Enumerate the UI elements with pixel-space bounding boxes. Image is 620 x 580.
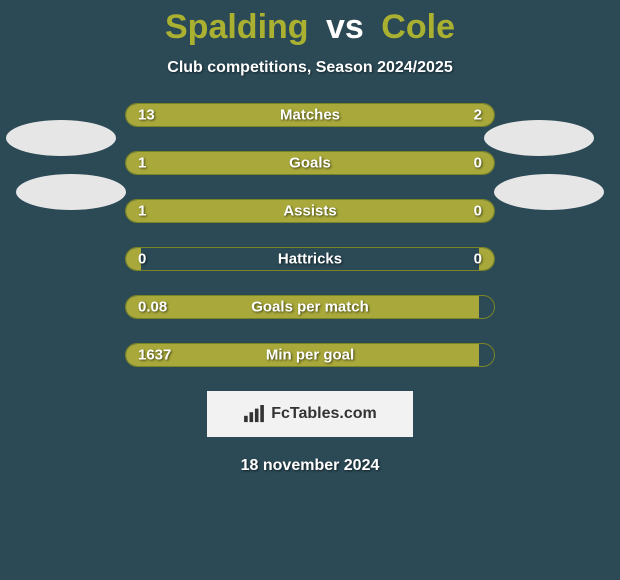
stat-row: 1 0 Goals [125, 151, 495, 175]
stat-value-right: 0 [474, 203, 482, 220]
subtitle: Club competitions, Season 2024/2025 [167, 59, 452, 77]
date: 18 november 2024 [241, 457, 380, 475]
brand-badge: FcTables.com [207, 391, 413, 437]
brand-text: FcTables.com [271, 405, 377, 423]
bar-left [126, 104, 413, 126]
stat-row: 0.08 Goals per match [125, 295, 495, 319]
stat-label: Hattricks [278, 251, 342, 268]
stat-value-left: 1 [138, 203, 146, 220]
stat-label: Matches [280, 107, 340, 124]
stat-value-right: 2 [474, 107, 482, 124]
stats-area: 13 2 Matches 1 0 Goals 1 0 Assists 0 0 Hattricks 0.0… [0, 103, 620, 367]
player2-name: Cole [381, 8, 455, 46]
stat-row: 1 0 Assists [125, 199, 495, 223]
comparison-title: Spalding vs Cole [165, 8, 455, 47]
stat-label: Assists [283, 203, 336, 220]
player1-name: Spalding [165, 8, 309, 46]
vs-text: vs [326, 8, 364, 46]
stat-label: Goals per match [251, 299, 369, 316]
stat-row: 13 2 Matches [125, 103, 495, 127]
stat-value-left: 13 [138, 107, 155, 124]
stat-value-right: 0 [474, 155, 482, 172]
stat-label: Goals [289, 155, 331, 172]
stat-label: Min per goal [266, 347, 354, 364]
stat-value-left: 0 [138, 251, 146, 268]
stat-value-left: 1637 [138, 347, 171, 364]
stat-value-left: 0.08 [138, 299, 167, 316]
stat-value-right: 0 [474, 251, 482, 268]
stat-row: 1637 Min per goal [125, 343, 495, 367]
stat-row: 0 0 Hattricks [125, 247, 495, 271]
stat-value-left: 1 [138, 155, 146, 172]
chart-icon [243, 405, 265, 423]
